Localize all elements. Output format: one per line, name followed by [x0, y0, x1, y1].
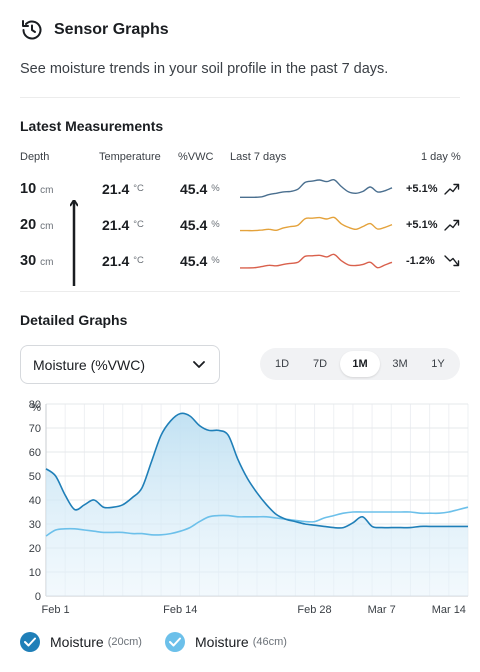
page-header: Sensor Graphs [20, 18, 169, 42]
range-1m[interactable]: 1M [340, 351, 380, 377]
series-line [45, 412, 468, 529]
legend-label: Moisture [195, 634, 249, 650]
sparkline [239, 253, 393, 269]
measurement-row: 10 cm 21.4 °C 45.4% +5.1% [0, 178, 480, 202]
trend-up-icon [444, 219, 460, 231]
history-icon [22, 20, 42, 40]
range-1y[interactable]: 1Y [431, 358, 445, 370]
vwc-value: 45.4% [180, 217, 220, 233]
legend-sublabel: (20cm) [107, 636, 142, 648]
depth-value: 30 cm [20, 253, 54, 269]
trend-down-icon [444, 255, 460, 267]
col-vwc: %VWC [178, 151, 214, 163]
vwc-unit: % [211, 183, 220, 194]
depth-unit: cm [40, 185, 54, 196]
temperature-unit: °C [133, 183, 144, 194]
col-temperature: Temperature [99, 151, 161, 163]
x-tick-label: Feb 28 [297, 604, 331, 616]
y-tick-label: 60 [29, 447, 41, 459]
legend-sublabel: (46cm) [252, 636, 287, 648]
metric-select-value: Moisture (%VWC) [33, 357, 146, 373]
vwc-unit: % [211, 219, 220, 230]
col-1day: 1 day % [421, 151, 461, 163]
depth-value: 20 cm [20, 217, 54, 233]
legend-label: Moisture [50, 634, 104, 650]
detailed-graphs-title: Detailed Graphs [20, 312, 128, 328]
y-tick-label: 80 [29, 399, 41, 411]
depth-unit: cm [40, 221, 54, 232]
x-tick-label: Feb 14 [163, 604, 197, 616]
y-tick-label: 40 [29, 495, 41, 507]
x-tick-label: Mar 14 [432, 604, 466, 616]
sparkline-line [240, 216, 393, 232]
page-subtitle: See moisture trends in your soil profile… [20, 61, 389, 77]
day-change: +5.1% [406, 183, 438, 195]
sparkline [240, 178, 393, 199]
divider [20, 97, 460, 98]
depth-bracket [70, 200, 78, 286]
y-tick-label: 70 [29, 423, 41, 435]
y-tick-label: 0 [35, 591, 41, 603]
day-change: +5.1% [406, 219, 438, 231]
legend-item-20cm[interactable]: Moisture (20cm) [20, 630, 142, 654]
y-axis-label: % [31, 402, 41, 414]
trend-up-icon [444, 183, 460, 195]
moisture-chart: 0 10 20 30 40 50 60 70 80% Feb 1 Feb 14 Feb 28 Mar 7… [29, 399, 469, 616]
col-depth: Depth [20, 151, 50, 163]
legend-checkbox[interactable] [20, 632, 40, 652]
x-tick-label: Mar 7 [368, 604, 396, 616]
latest-measurements-title: Latest Measurements [20, 118, 164, 134]
temperature-value: 21.4 °C [102, 217, 144, 233]
vwc-value: 45.4% [180, 253, 220, 269]
vwc-unit: % [211, 255, 220, 266]
depth-value: 10 cm [20, 181, 54, 197]
check-icon [169, 637, 181, 647]
temperature-value: 21.4 °C [102, 253, 144, 269]
chevron-down-icon [193, 361, 205, 368]
sparkline-line [240, 178, 393, 199]
temperature-value: 21.4 °C [102, 181, 144, 197]
divider [20, 291, 460, 292]
vwc-value: 45.4% [180, 181, 220, 197]
range-7d[interactable]: 7D [312, 358, 328, 370]
range-1d[interactable]: 1D [274, 358, 290, 370]
y-tick-label: 50 [29, 471, 41, 483]
metric-select[interactable]: Moisture (%VWC) [20, 345, 220, 384]
col-last7: Last 7 days [230, 151, 287, 163]
sparkline-line [239, 253, 393, 269]
measurement-row: 20 cm 21.4 °C 45.4% +5.1% [0, 214, 480, 238]
y-tick-label: 20 [29, 543, 41, 555]
series-area [46, 413, 468, 596]
depth-unit: cm [40, 257, 54, 268]
x-tick-label: Feb 1 [42, 604, 70, 616]
day-change: -1.2% [406, 255, 435, 267]
temperature-unit: °C [133, 219, 144, 230]
y-tick-label: 30 [29, 519, 41, 531]
sparkline [240, 216, 393, 232]
series-line [45, 506, 469, 537]
temperature-unit: °C [133, 255, 144, 266]
page-title: Sensor Graphs [54, 21, 169, 38]
range-toggle: 1D 7D 1M 3M 1Y [260, 348, 460, 380]
legend-item-46cm[interactable]: Moisture (46cm) [165, 630, 287, 654]
legend-checkbox[interactable] [165, 632, 185, 652]
y-tick-label: 10 [29, 567, 41, 579]
measurement-row: 30 cm 21.4 °C 45.4% -1.2% [0, 250, 480, 274]
check-icon [24, 637, 36, 647]
range-3m[interactable]: 3M [392, 358, 408, 370]
